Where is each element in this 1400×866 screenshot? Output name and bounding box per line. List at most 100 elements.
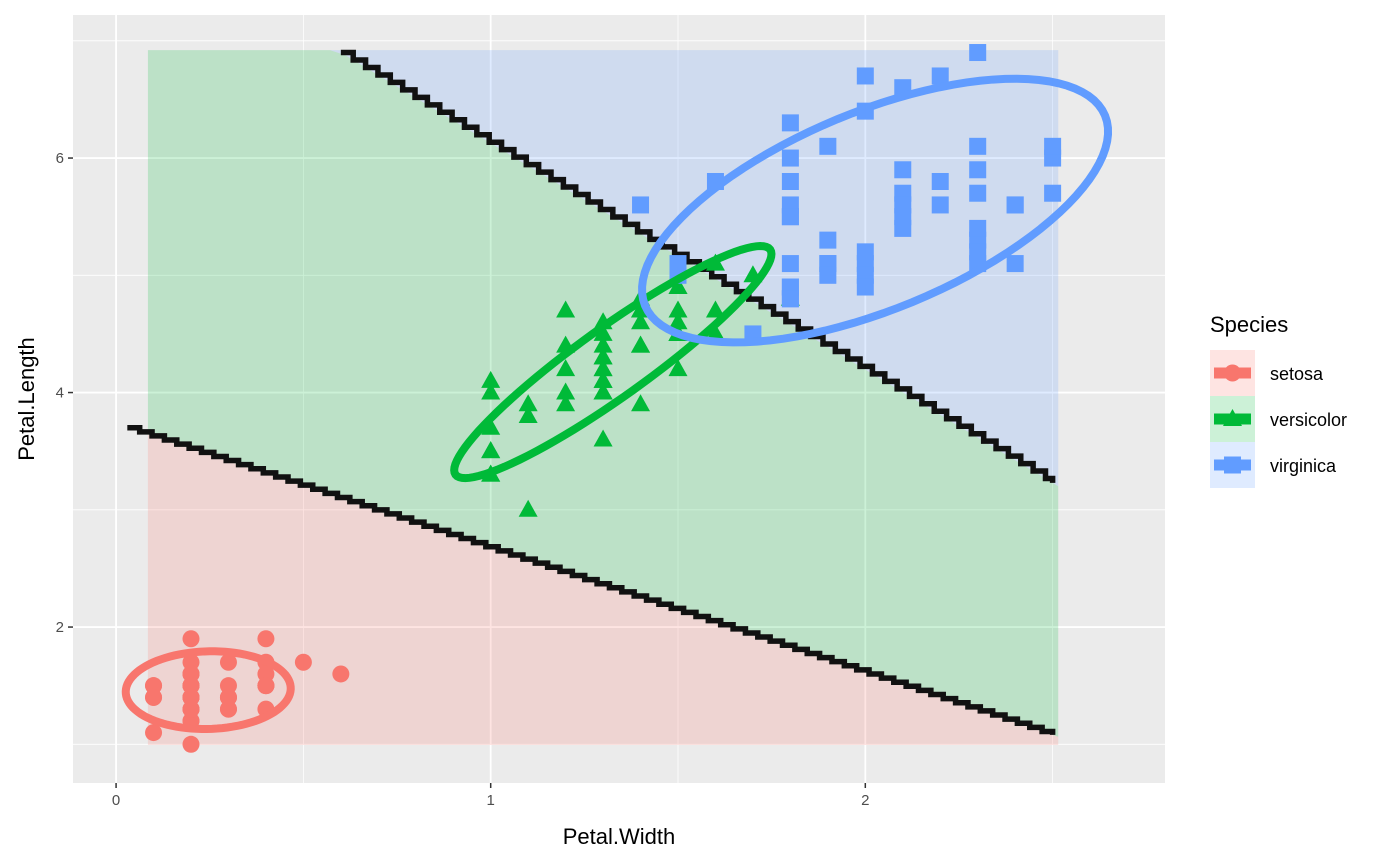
- region-virginica: [147, 50, 1059, 487]
- legend-symbol-virginica: [1224, 456, 1241, 474]
- point-virginica: [1044, 137, 1062, 155]
- point-versicolor: [556, 382, 576, 400]
- y-tick-label: 2: [56, 619, 64, 636]
- axes: 0 1 2 2 4 6: [56, 150, 870, 809]
- legend-symbol-versicolor: [1223, 409, 1242, 426]
- point-setosa: [294, 653, 312, 671]
- point-setosa: [182, 735, 200, 753]
- point-virginica: [1006, 255, 1024, 273]
- ellipse-versicolor: [450, 242, 776, 483]
- point-versicolor: [518, 406, 538, 424]
- point-setosa: [145, 724, 163, 742]
- point-setosa: [257, 677, 275, 695]
- x-axis-title: Petal.Width: [563, 824, 676, 849]
- point-versicolor: [593, 323, 613, 341]
- decision-boundary: [127, 424, 1056, 735]
- point-setosa: [145, 688, 163, 706]
- point-setosa: [182, 677, 200, 695]
- point-virginica: [1006, 196, 1024, 214]
- point-versicolor: [556, 394, 576, 412]
- point-virginica: [781, 149, 799, 167]
- point-setosa: [182, 700, 200, 718]
- point-virginica: [969, 44, 987, 62]
- point-versicolor: [705, 300, 725, 318]
- point-virginica: [856, 278, 874, 296]
- point-versicolor: [668, 359, 688, 377]
- point-setosa: [257, 630, 275, 648]
- point-setosa: [182, 688, 200, 706]
- point-versicolor: [481, 382, 501, 400]
- point-setosa: [182, 630, 200, 648]
- point-virginica: [632, 196, 650, 214]
- ellipses: [121, 74, 1113, 733]
- point-virginica: [856, 243, 874, 261]
- point-virginica: [894, 196, 912, 214]
- point-virginica: [819, 231, 837, 249]
- point-versicolor: [631, 335, 651, 353]
- point-setosa: [182, 665, 200, 683]
- point-virginica: [856, 67, 874, 85]
- point-versicolor: [593, 359, 613, 377]
- point-virginica: [781, 290, 799, 308]
- point-versicolor: [631, 394, 651, 412]
- point-versicolor: [481, 441, 501, 459]
- point-virginica: [781, 208, 799, 226]
- legend: Species setosa versicolor virginica: [1210, 312, 1347, 488]
- legend-title: Species: [1210, 312, 1288, 337]
- legend-symbol-setosa: [1224, 364, 1241, 382]
- point-virginica: [931, 196, 949, 214]
- point-setosa: [219, 653, 237, 671]
- point-setosa: [219, 700, 237, 718]
- x-tick-label: 2: [861, 792, 869, 809]
- ellipse-virginica: [638, 74, 1113, 347]
- point-versicolor: [593, 370, 613, 388]
- point-setosa: [145, 677, 163, 695]
- point-virginica: [931, 67, 949, 85]
- point-virginica: [894, 161, 912, 179]
- point-versicolor: [593, 335, 613, 353]
- point-versicolor: [705, 323, 725, 341]
- point-virginica: [819, 266, 837, 284]
- point-virginica: [969, 161, 987, 179]
- point-virginica: [894, 219, 912, 237]
- point-versicolor: [593, 382, 613, 400]
- point-versicolor: [593, 347, 613, 365]
- point-versicolor: [668, 277, 688, 295]
- point-virginica: [781, 255, 799, 273]
- point-versicolor: [556, 359, 576, 377]
- point-versicolor: [518, 394, 538, 412]
- point-versicolor: [556, 300, 576, 318]
- point-virginica: [931, 172, 949, 190]
- point-versicolor: [481, 417, 501, 435]
- point-virginica: [781, 114, 799, 132]
- point-versicolor: [593, 429, 613, 447]
- ellipse-setosa: [121, 647, 295, 733]
- y-tick-label: 4: [56, 385, 64, 402]
- point-setosa: [219, 677, 237, 695]
- point-versicolor: [518, 499, 538, 517]
- point-virginica: [819, 137, 837, 155]
- point-virginica: [669, 255, 687, 273]
- x-tick-label: 0: [112, 792, 120, 809]
- legend-label-versicolor: versicolor: [1270, 410, 1347, 430]
- legend-label-setosa: setosa: [1270, 364, 1324, 384]
- point-virginica: [969, 219, 987, 237]
- legend-label-virginica: virginica: [1270, 456, 1337, 476]
- x-tick-label: 1: [487, 792, 495, 809]
- point-virginica: [1044, 184, 1062, 202]
- y-tick-label: 6: [56, 150, 64, 167]
- y-axis-title: Petal.Length: [14, 337, 39, 461]
- point-setosa: [219, 688, 237, 706]
- point-virginica: [969, 137, 987, 155]
- point-setosa: [257, 665, 275, 683]
- point-versicolor: [631, 312, 651, 330]
- points: [145, 44, 1062, 753]
- point-versicolor: [481, 370, 501, 388]
- point-versicolor: [668, 312, 688, 330]
- point-virginica: [781, 172, 799, 190]
- point-setosa: [182, 653, 200, 671]
- point-virginica: [969, 243, 987, 261]
- point-versicolor: [668, 300, 688, 318]
- point-setosa: [332, 665, 350, 683]
